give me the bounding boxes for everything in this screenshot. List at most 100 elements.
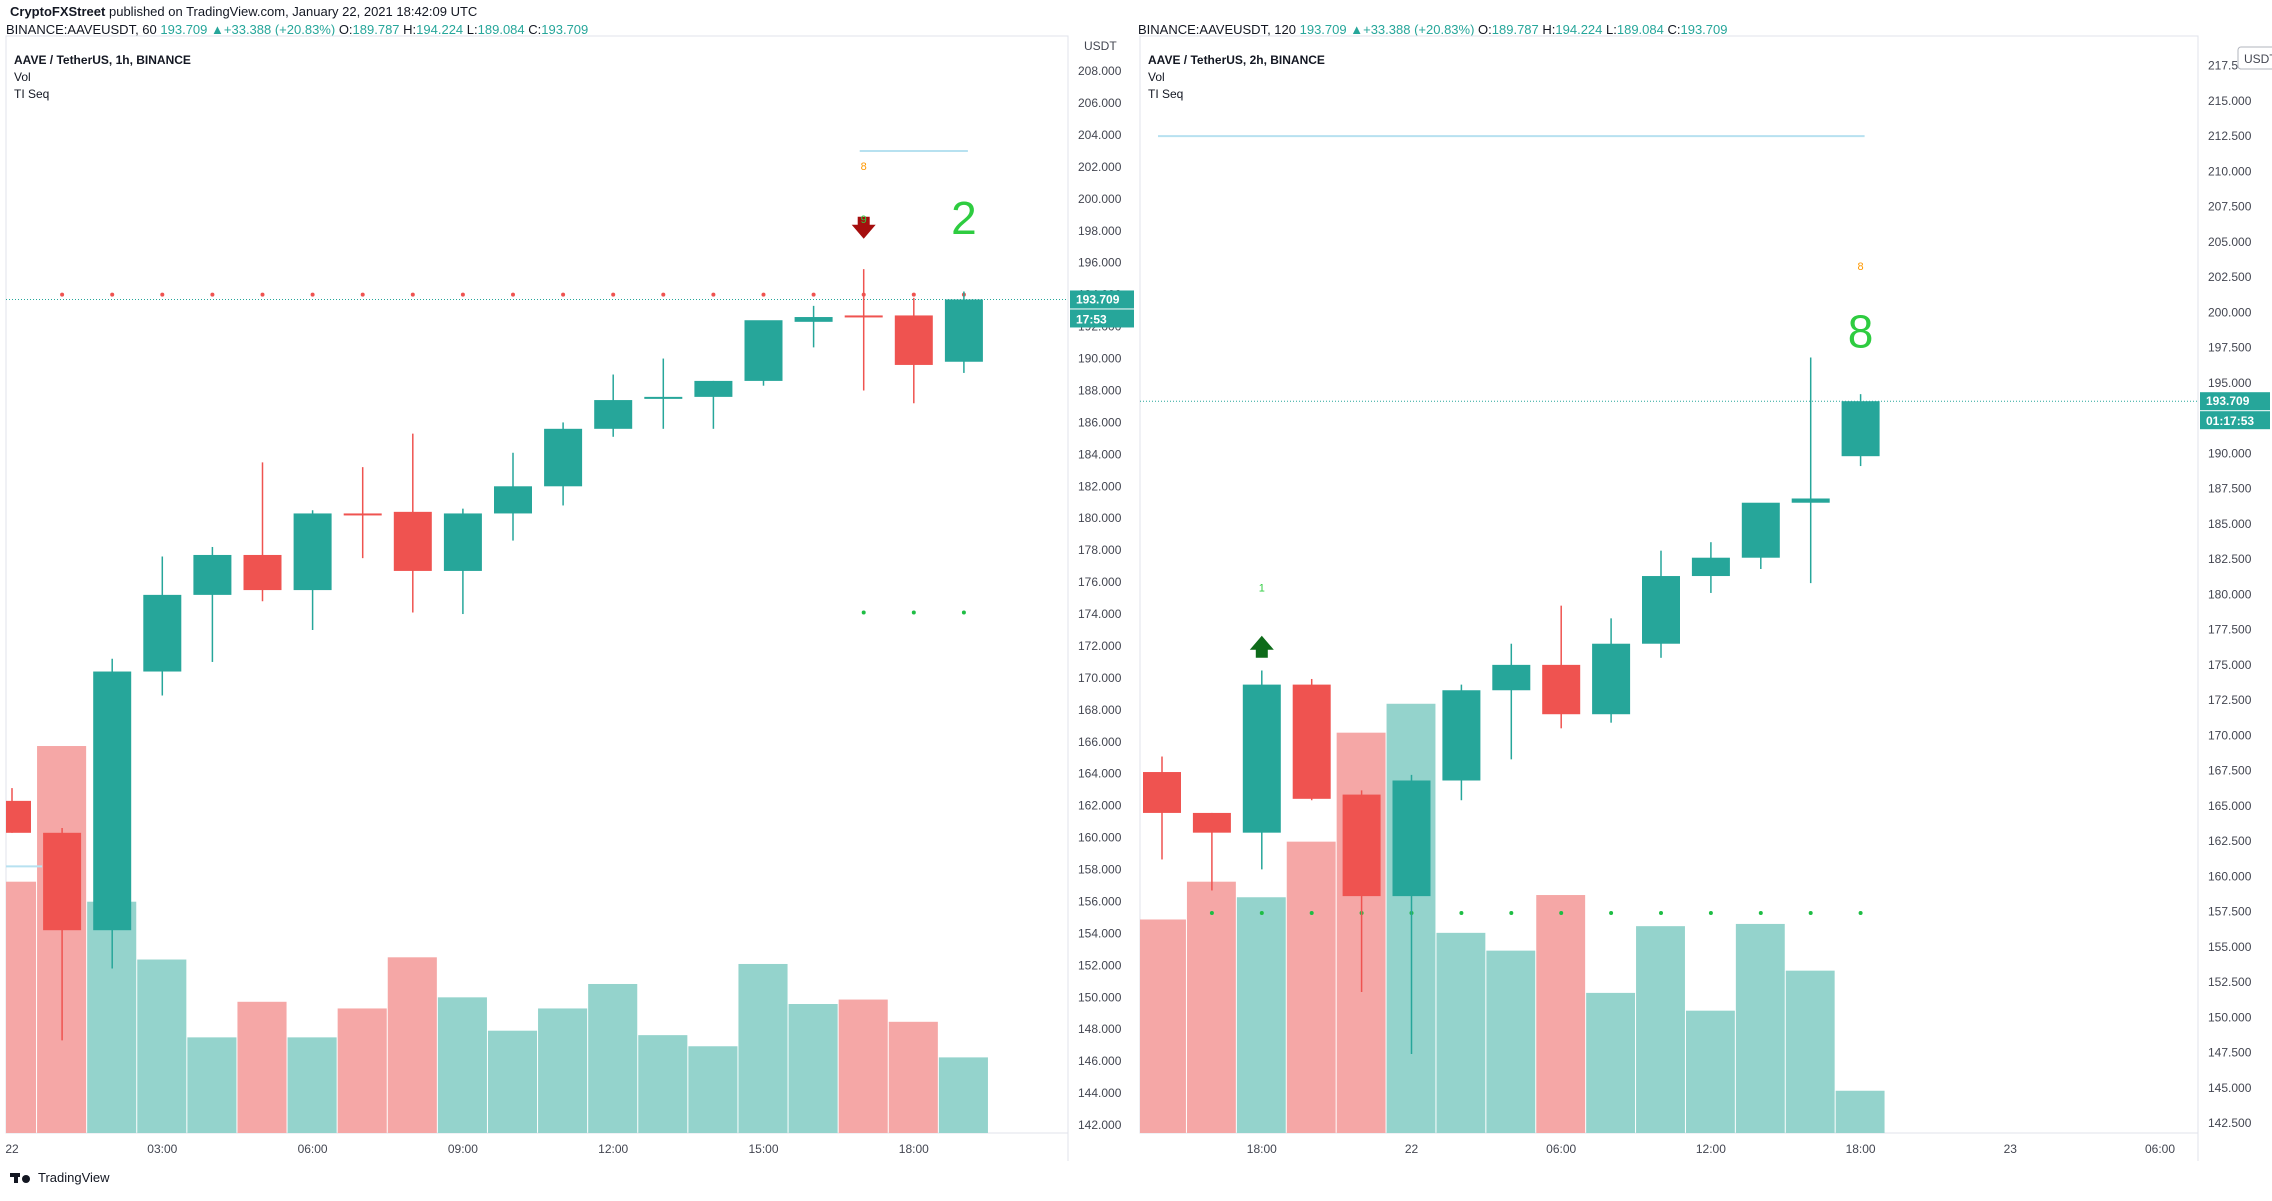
candle-body	[93, 671, 132, 931]
price-tick-label: 167.500	[2208, 764, 2252, 778]
seq-green-dot	[1559, 911, 1564, 916]
left-chart-pane: 8 9 2 AAVE / TetherUS, 1h, BINANCE Vol TI Seq…	[5, 35, 1134, 1161]
candle-body	[293, 513, 332, 591]
left-high: 194.224	[416, 22, 464, 37]
seq-green-dot	[1509, 911, 1514, 916]
seq-red-dot	[911, 292, 916, 297]
right-chart-pane: 8 8 1 AAVE / TetherUS, 2h, BINANCE Vol TI Seq…	[1139, 35, 2272, 1161]
volume-bar	[487, 1030, 538, 1133]
seq-green-dot	[1808, 911, 1813, 916]
candle-body	[1442, 690, 1481, 781]
seq-red-dot	[410, 292, 415, 297]
candle-body	[694, 380, 733, 397]
volume-bar	[1536, 895, 1586, 1133]
candle-body	[1542, 664, 1581, 715]
price-tick-label: 196.000	[1078, 256, 1122, 270]
volume-bar	[1685, 1010, 1735, 1133]
left-close: 193.709	[541, 22, 589, 37]
candle-body	[644, 396, 683, 399]
price-tick-label: 197.500	[2208, 341, 2252, 355]
time-tick-label: 22	[5, 1142, 19, 1156]
time-tick-label: 12:00	[1696, 1142, 1726, 1156]
price-tick-label: 175.000	[2208, 658, 2252, 672]
seq-green-dot	[861, 610, 866, 615]
right-open: 189.787	[1491, 22, 1539, 37]
volume-bar	[588, 983, 638, 1133]
candle-body	[1143, 772, 1181, 813]
tradingview-footer[interactable]: TradingView	[10, 1170, 110, 1185]
price-tick-label: 166.000	[1078, 735, 1122, 749]
right-change-arrow-icon: ▲	[1350, 22, 1364, 37]
volume-bar	[237, 1001, 287, 1133]
price-tick-label: 180.000	[1078, 511, 1122, 525]
price-tick-label: 185.000	[2208, 517, 2252, 531]
price-tick-label: 142.000	[1078, 1118, 1122, 1132]
price-tick-label: 207.500	[2208, 200, 2252, 214]
seq-green-dot	[1659, 911, 1663, 916]
countdown-badge	[1070, 309, 1134, 328]
sell-signal-arrow-icon	[851, 216, 876, 239]
price-tick-label: 170.000	[2208, 728, 2252, 742]
time-tick-label: 18:00	[1846, 1142, 1876, 1156]
price-tick-label: 215.000	[2208, 94, 2252, 108]
time-tick-label: 12:00	[598, 1142, 628, 1156]
volume-bar	[337, 1008, 387, 1133]
volume-bar	[287, 1037, 337, 1133]
candle-body	[1592, 643, 1631, 715]
price-tick-label: 180.000	[2208, 587, 2252, 601]
seq-green-dot	[911, 610, 916, 615]
price-tick-label: 184.000	[1078, 447, 1122, 461]
price-tick-label: 206.000	[1078, 96, 1122, 110]
price-tick-label: 190.000	[2208, 446, 2252, 460]
right-high: 194.224	[1555, 22, 1603, 37]
volume-bar	[838, 999, 888, 1133]
seq-red-dot	[210, 292, 215, 297]
volume-bar	[1735, 923, 1785, 1133]
candle-body	[443, 513, 482, 571]
left-plot-area: 8 9 2	[6, 149, 1068, 1133]
price-tick-label: 200.000	[1078, 192, 1122, 206]
candle-body	[1642, 576, 1680, 644]
right-change: +33.388 (+20.83%)	[1363, 22, 1475, 37]
left-change-arrow-icon: ▲	[211, 22, 224, 37]
candle-body	[143, 594, 182, 672]
price-tick-label: 187.500	[2208, 482, 2252, 496]
volume-bar	[1586, 992, 1636, 1133]
right-plot-area: 8 8 1	[1140, 135, 2198, 1133]
publish-header: CryptoFXStreet published on TradingView.…	[10, 4, 477, 19]
seq-red-dot	[511, 292, 515, 297]
price-tick-label: 142.500	[2208, 1116, 2252, 1130]
last-price-label: 193.709	[2206, 394, 2250, 408]
candle-body	[744, 320, 783, 381]
left-ohlc-line: BINANCE:AAVEUSDT, 60 193.709 ▲+33.388 (+…	[6, 22, 589, 37]
candle-body	[1342, 794, 1381, 897]
price-tick-label: 155.000	[2208, 940, 2252, 954]
time-tick-label: 23	[2004, 1142, 2018, 1156]
price-tick-label: 177.500	[2208, 623, 2252, 637]
seq-green-dot	[1209, 911, 1214, 916]
price-tick-label: 208.000	[1078, 64, 1122, 78]
price-tick-label: 182.000	[1078, 479, 1122, 493]
price-tick-label: 154.000	[1078, 926, 1122, 940]
price-tick-label: 176.000	[1078, 575, 1122, 589]
candle-body	[1492, 664, 1531, 691]
price-tick-label: 186.000	[1078, 415, 1122, 429]
candle-body	[944, 299, 983, 362]
volume-bar	[1835, 1090, 1885, 1133]
price-tick-label: 172.000	[1078, 639, 1122, 653]
currency-badge	[2237, 46, 2272, 70]
volume-bar	[1486, 950, 1536, 1133]
price-tick-label: 182.500	[2208, 552, 2252, 566]
right-symbol: BINANCE:AAVEUSDT, 120	[1138, 22, 1296, 37]
volume-bar	[187, 1037, 237, 1133]
seq-count-label: 9	[861, 214, 867, 226]
seq-green-dot	[1758, 911, 1763, 916]
right-last: 193.709	[1299, 22, 1347, 37]
left-open: 189.787	[352, 22, 400, 37]
price-tick-label: 205.000	[2208, 235, 2252, 249]
left-indicator-label: Vol	[14, 70, 31, 84]
publisher-name: CryptoFXStreet	[10, 4, 106, 19]
volume-bar	[1236, 897, 1286, 1133]
time-tick-label: 18:00	[899, 1142, 929, 1156]
